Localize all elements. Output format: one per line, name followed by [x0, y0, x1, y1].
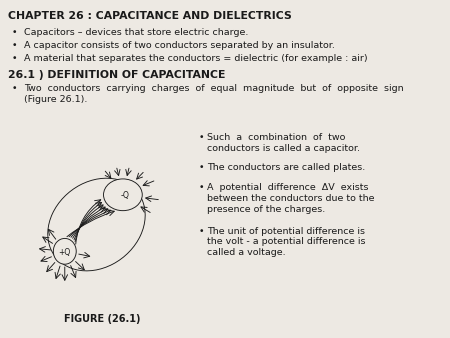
Text: presence of the charges.: presence of the charges. [207, 205, 326, 214]
Text: •: • [198, 133, 204, 142]
Text: (Figure 26.1).: (Figure 26.1). [24, 95, 88, 104]
Text: between the conductors due to the: between the conductors due to the [207, 194, 375, 203]
Text: •: • [12, 41, 18, 50]
Text: Such  a  combination  of  two: Such a combination of two [207, 133, 346, 142]
Text: CHAPTER 26 : CAPACITANCE AND DIELECTRICS: CHAPTER 26 : CAPACITANCE AND DIELECTRICS [9, 11, 292, 21]
Circle shape [54, 238, 76, 264]
Text: 26.1 ) DEFINITION OF CAPACITANCE: 26.1 ) DEFINITION OF CAPACITANCE [9, 70, 226, 80]
Text: -Q: -Q [120, 191, 129, 200]
Text: A  potential  difference  ΔV  exists: A potential difference ΔV exists [207, 183, 369, 192]
Text: The unit of potential difference is: The unit of potential difference is [207, 226, 365, 236]
Text: •: • [198, 183, 204, 192]
Text: Capacitors – devices that store electric charge.: Capacitors – devices that store electric… [24, 28, 249, 37]
Text: +Q: +Q [58, 248, 71, 257]
Text: •: • [198, 163, 204, 172]
Text: A capacitor consists of two conductors separated by an insulator.: A capacitor consists of two conductors s… [24, 41, 335, 50]
Ellipse shape [104, 179, 142, 211]
Text: The conductors are called plates.: The conductors are called plates. [207, 163, 366, 172]
Text: •: • [12, 84, 18, 93]
Text: Two  conductors  carrying  charges  of  equal  magnitude  but  of  opposite  sig: Two conductors carrying charges of equal… [24, 84, 404, 93]
Text: conductors is called a capacitor.: conductors is called a capacitor. [207, 144, 360, 153]
Text: •: • [12, 54, 18, 63]
Text: •: • [12, 28, 18, 37]
Text: FIGURE (26.1): FIGURE (26.1) [64, 314, 141, 324]
Text: the volt - a potential difference is: the volt - a potential difference is [207, 237, 366, 246]
Text: called a voltage.: called a voltage. [207, 248, 286, 257]
Text: A material that separates the conductors = dielectric (for example : air): A material that separates the conductors… [24, 54, 368, 63]
Text: •: • [198, 226, 204, 236]
